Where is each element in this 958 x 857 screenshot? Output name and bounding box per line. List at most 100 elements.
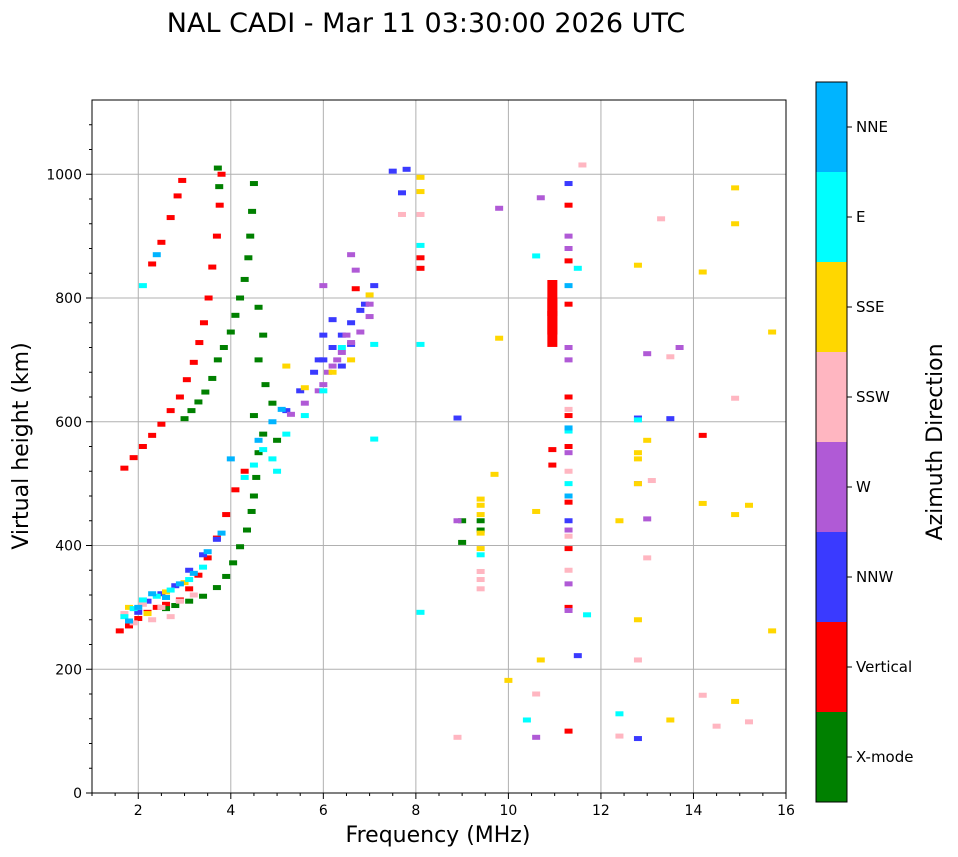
data-point-ssw bbox=[532, 691, 541, 697]
data-point-x-mode bbox=[259, 431, 268, 437]
data-point-x-mode bbox=[226, 329, 235, 335]
x-axis-label: Frequency (MHz) bbox=[346, 823, 531, 848]
data-point-ssw bbox=[657, 216, 666, 222]
data-point-nne bbox=[564, 425, 573, 431]
data-point-x-mode bbox=[273, 437, 282, 443]
data-point-nnw bbox=[199, 552, 208, 558]
data-point-vertical bbox=[547, 280, 558, 316]
data-point-e bbox=[300, 413, 309, 419]
data-point-w bbox=[564, 233, 573, 239]
data-point-w bbox=[347, 252, 356, 258]
data-point-ssw bbox=[189, 592, 198, 598]
data-point-e bbox=[416, 341, 425, 347]
data-point-e bbox=[337, 345, 346, 350]
data-point-w bbox=[564, 357, 573, 363]
data-point-nne bbox=[217, 530, 226, 536]
colorbar-tick-label: SSE bbox=[856, 298, 885, 316]
data-point-w bbox=[564, 246, 573, 251]
data-point-vertical bbox=[185, 586, 194, 592]
data-point-nne bbox=[162, 594, 171, 600]
data-point-nnw bbox=[356, 307, 365, 313]
data-point-vertical bbox=[148, 432, 157, 438]
data-point-vertical bbox=[203, 555, 212, 561]
data-point-vertical bbox=[564, 444, 573, 449]
data-point-x-mode bbox=[229, 560, 238, 566]
data-point-x-mode bbox=[259, 332, 268, 338]
data-point-vertical bbox=[217, 171, 226, 177]
data-point-w bbox=[643, 516, 652, 522]
data-point-nnw bbox=[360, 301, 369, 307]
data-point-x-mode bbox=[185, 598, 194, 604]
data-point-x-mode bbox=[199, 593, 208, 599]
data-point-nne bbox=[125, 618, 134, 624]
data-point-ssw bbox=[476, 568, 485, 574]
data-point-sse bbox=[490, 471, 499, 477]
data-point-nnw bbox=[402, 166, 411, 172]
x-tick-label: 10 bbox=[499, 803, 517, 819]
data-point-e bbox=[268, 456, 277, 462]
data-point-e bbox=[532, 253, 541, 259]
data-point-sse bbox=[300, 385, 309, 391]
data-point-ssw bbox=[712, 723, 721, 729]
data-point-e bbox=[166, 587, 175, 593]
data-point-sse bbox=[744, 502, 753, 508]
data-point-sse bbox=[615, 518, 624, 524]
data-point-ssw bbox=[633, 657, 642, 663]
data-point-nnw bbox=[328, 317, 337, 323]
data-point-ssw bbox=[647, 478, 656, 484]
data-point-nnw bbox=[633, 736, 642, 742]
data-point-x-mode bbox=[476, 518, 485, 524]
data-point-e bbox=[185, 577, 194, 583]
data-point-ssw bbox=[564, 533, 573, 539]
data-point-x-mode bbox=[213, 165, 222, 171]
data-point-vertical bbox=[564, 258, 573, 264]
data-point-e bbox=[199, 564, 208, 570]
colorbar-frame bbox=[815, 81, 848, 803]
y-tick-label: 1000 bbox=[46, 167, 82, 183]
data-point-vertical bbox=[204, 295, 213, 301]
x-tick-label: 8 bbox=[411, 803, 420, 819]
data-point-e bbox=[120, 614, 129, 620]
data-point-sse bbox=[416, 174, 425, 180]
data-point-nnw bbox=[388, 168, 397, 174]
data-point-e bbox=[370, 341, 379, 347]
colorbar-swatch-nne bbox=[816, 82, 847, 172]
data-point-nne bbox=[148, 591, 157, 597]
data-point-ssw bbox=[397, 211, 406, 217]
data-point-ssw bbox=[138, 601, 147, 607]
data-point-x-mode bbox=[458, 518, 467, 524]
data-point-x-mode bbox=[215, 184, 224, 190]
data-point-e bbox=[633, 417, 642, 423]
data-point-ssw bbox=[578, 162, 587, 168]
data-point-e bbox=[319, 388, 328, 394]
data-point-w bbox=[564, 581, 573, 587]
data-point-ssw bbox=[615, 733, 624, 739]
data-point-sse bbox=[416, 189, 425, 195]
colorbar-swatch-ssw bbox=[816, 352, 847, 442]
data-point-nnw bbox=[296, 388, 305, 394]
data-point-nnw bbox=[370, 283, 379, 289]
data-point-sse bbox=[633, 617, 642, 623]
colorbar-label: Azimuth Direction bbox=[923, 343, 948, 540]
data-point-x-mode bbox=[248, 208, 257, 214]
data-point-x-mode bbox=[222, 573, 231, 579]
data-point-ssw bbox=[453, 734, 462, 740]
data-point-ssw bbox=[698, 692, 707, 698]
data-point-ssw bbox=[643, 555, 652, 561]
data-point-nne bbox=[152, 252, 161, 258]
data-point-ssw bbox=[416, 211, 425, 217]
colorbar-tick-label: NNW bbox=[856, 568, 893, 586]
data-point-w bbox=[328, 363, 337, 369]
data-point-nnw bbox=[282, 408, 291, 414]
data-point-nne bbox=[134, 604, 143, 610]
y-tick-label: 400 bbox=[55, 539, 82, 555]
data-point-e bbox=[583, 612, 592, 618]
data-point-w bbox=[337, 349, 346, 355]
y-tick-label: 600 bbox=[55, 415, 82, 431]
data-point-w bbox=[564, 607, 573, 613]
data-point-e bbox=[282, 431, 291, 437]
data-point-vertical bbox=[215, 202, 224, 208]
data-point-sse bbox=[536, 657, 545, 663]
colorbar-tick-label: NNE bbox=[856, 118, 888, 136]
data-point-nne bbox=[268, 419, 277, 425]
